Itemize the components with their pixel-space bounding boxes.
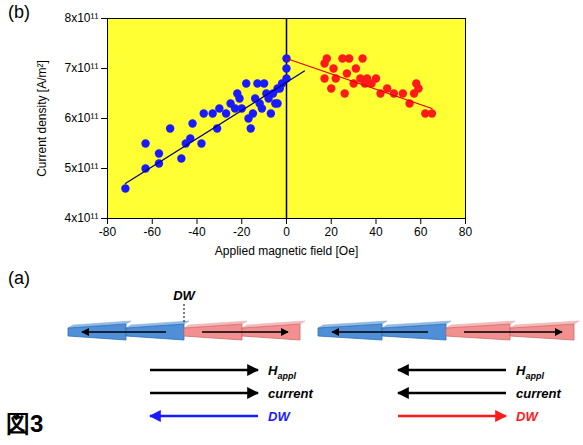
svg-text:図3: 図3 [6, 410, 43, 437]
svg-text:DW: DW [268, 409, 291, 424]
svg-text:40: 40 [369, 225, 383, 239]
svg-text:DW: DW [516, 409, 539, 424]
svg-text:7x10¹¹: 7x10¹¹ [64, 61, 98, 75]
svg-text:4x10¹¹: 4x10¹¹ [64, 211, 98, 225]
svg-text:80: 80 [459, 225, 473, 239]
svg-text:Happl: Happl [516, 363, 544, 381]
html-text:(b): (b) [8, 2, 30, 22]
svg-text:-80: -80 [99, 225, 117, 239]
svg-text:-20: -20 [233, 225, 251, 239]
svg-text:Happl: Happl [268, 363, 296, 381]
svg-text:-40: -40 [188, 225, 206, 239]
svg-text:0: 0 [283, 225, 290, 239]
svg-text:5x10¹¹: 5x10¹¹ [64, 161, 98, 175]
svg-text:current: current [516, 386, 561, 401]
svg-text:8x10¹¹: 8x10¹¹ [64, 11, 98, 25]
svg-text:6x10¹¹: 6x10¹¹ [64, 111, 98, 125]
svg-text:Current density [A/m²]: Current density [A/m²] [35, 60, 49, 177]
svg-text:Applied magnetic field [Oe]: Applied magnetic field [Oe] [215, 244, 358, 258]
svg-text:60: 60 [414, 225, 428, 239]
svg-text:DW: DW [173, 288, 196, 303]
svg-text:(a): (a) [8, 268, 30, 288]
svg-text:20: 20 [325, 225, 339, 239]
svg-text:-60: -60 [144, 225, 162, 239]
svg-text:current: current [268, 386, 313, 401]
